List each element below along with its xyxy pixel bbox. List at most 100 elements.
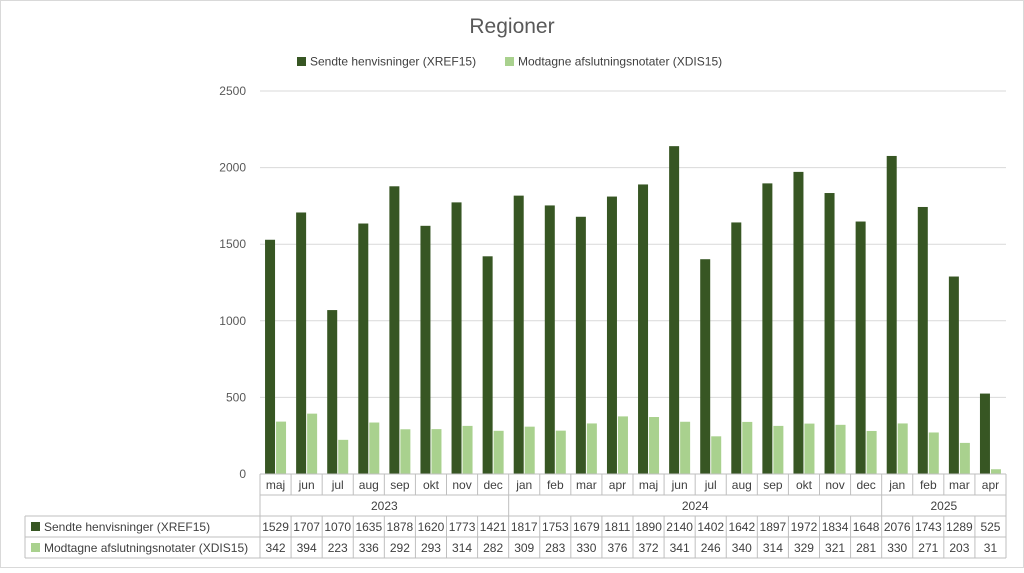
bar-series-2 xyxy=(773,425,784,474)
x-tick-label: aug xyxy=(359,478,379,492)
x-tick-label: okt xyxy=(423,478,440,492)
data-label: 1753 xyxy=(542,520,569,534)
data-label: 336 xyxy=(359,541,379,555)
data-label: 282 xyxy=(483,541,503,555)
y-tick-label: 2500 xyxy=(219,84,246,98)
data-label: 394 xyxy=(297,541,317,555)
y-axis: 0 500 1000 1500 2000 2500 xyxy=(219,84,246,481)
x-tick-label: dec xyxy=(483,478,502,492)
bar-series-2 xyxy=(524,426,535,474)
bar-series-2 xyxy=(711,436,722,474)
legend: Sendte henvisninger (XREF15) Modtagne af… xyxy=(297,55,722,69)
legend-label-xref15: Sendte henvisninger (XREF15) xyxy=(310,55,476,69)
data-label: 340 xyxy=(732,541,752,555)
gridlines xyxy=(260,90,1006,398)
legend-swatch-xdis15 xyxy=(505,57,514,66)
data-label: 246 xyxy=(701,541,721,555)
bar-series-1 xyxy=(762,183,773,475)
x-tick-label: jan xyxy=(515,478,532,492)
bar-series-2 xyxy=(928,432,939,474)
data-label: 1402 xyxy=(697,520,724,534)
bar-series-1 xyxy=(265,239,276,474)
data-label: 1972 xyxy=(791,520,818,534)
data-label: 292 xyxy=(390,541,410,555)
bar-series-1 xyxy=(575,216,586,474)
bar-series-2 xyxy=(897,423,908,474)
x-tick-label: aug xyxy=(732,478,752,492)
x-tick-label: dec xyxy=(856,478,875,492)
x-tick-label: feb xyxy=(920,478,937,492)
y-tick-label: 1000 xyxy=(219,314,246,328)
table-legend-swatch-1 xyxy=(31,522,40,531)
table-legend-swatch-2 xyxy=(31,543,40,552)
bar-series-2 xyxy=(586,423,597,474)
data-label: 341 xyxy=(670,541,690,555)
x-tick-label: feb xyxy=(547,478,564,492)
chart-title: Regioner xyxy=(469,15,554,38)
bar-series-1 xyxy=(327,310,338,474)
data-label: 1421 xyxy=(480,520,507,534)
data-label: 1743 xyxy=(915,520,942,534)
bar-series-2 xyxy=(338,439,349,474)
bar-series-1 xyxy=(606,196,617,474)
y-tick-label: 2000 xyxy=(219,161,246,175)
data-label: 330 xyxy=(887,541,907,555)
bar-series-2 xyxy=(649,417,660,474)
bar-series-1 xyxy=(296,212,307,474)
data-label: 31 xyxy=(984,541,998,555)
data-label: 1834 xyxy=(822,520,849,534)
data-label: 223 xyxy=(328,541,348,555)
x-tick-label: sep xyxy=(390,478,410,492)
bar-series-1 xyxy=(948,276,959,474)
data-label: 525 xyxy=(980,520,1000,534)
bar-series-1 xyxy=(917,206,928,474)
x-tick-label: jun xyxy=(298,478,315,492)
bar-series-1 xyxy=(638,184,649,474)
data-label: 1620 xyxy=(418,520,445,534)
x-tick-label: nov xyxy=(452,478,471,492)
bar-series-1 xyxy=(669,146,680,475)
data-label: 342 xyxy=(266,541,286,555)
x-tick-label: nov xyxy=(825,478,844,492)
table-series-label: Modtagne afslutningsnotater (XDIS15) xyxy=(44,541,248,555)
bar-series-2 xyxy=(307,413,318,474)
data-label: 283 xyxy=(545,541,565,555)
bar-series-1 xyxy=(793,171,804,475)
y-tick-label: 1500 xyxy=(219,237,246,251)
data-label: 1773 xyxy=(449,520,476,534)
bar-series-2 xyxy=(400,429,411,474)
x-tick-label: jul xyxy=(331,478,344,492)
bar-series-1 xyxy=(358,223,369,474)
data-label: 1890 xyxy=(635,520,662,534)
bar-series-1 xyxy=(886,155,897,475)
data-label: 376 xyxy=(607,541,627,555)
data-table: maj jun jul aug sep okt nov dec jan feb mar apr maj j… xyxy=(24,473,1007,559)
data-label: 314 xyxy=(452,541,472,555)
data-label: 372 xyxy=(639,541,659,555)
x-tick-label: apr xyxy=(982,478,999,492)
bar-series-1 xyxy=(700,259,711,474)
y-tick-label: 0 xyxy=(239,467,246,481)
bar-series-2 xyxy=(276,421,287,474)
data-label: 293 xyxy=(421,541,441,555)
bar-series-2 xyxy=(804,423,815,474)
legend-label-xdis15: Modtagne afslutningsnotater (XDIS15) xyxy=(518,55,722,69)
bar-series-1 xyxy=(513,195,524,474)
data-label: 2140 xyxy=(666,520,693,534)
table-series-label: Sendte henvisninger (XREF15) xyxy=(44,520,210,534)
x-tick-label: jul xyxy=(704,478,717,492)
data-label: 1289 xyxy=(946,520,973,534)
data-label: 1897 xyxy=(760,520,787,534)
bars xyxy=(265,146,1001,475)
data-label: 321 xyxy=(825,541,845,555)
data-label: 1707 xyxy=(293,520,320,534)
data-label: 1679 xyxy=(573,520,600,534)
data-label: 1817 xyxy=(511,520,538,534)
data-label: 329 xyxy=(794,541,814,555)
bar-series-2 xyxy=(493,430,504,474)
bar-series-1 xyxy=(855,221,866,474)
bar-series-1 xyxy=(731,222,742,474)
